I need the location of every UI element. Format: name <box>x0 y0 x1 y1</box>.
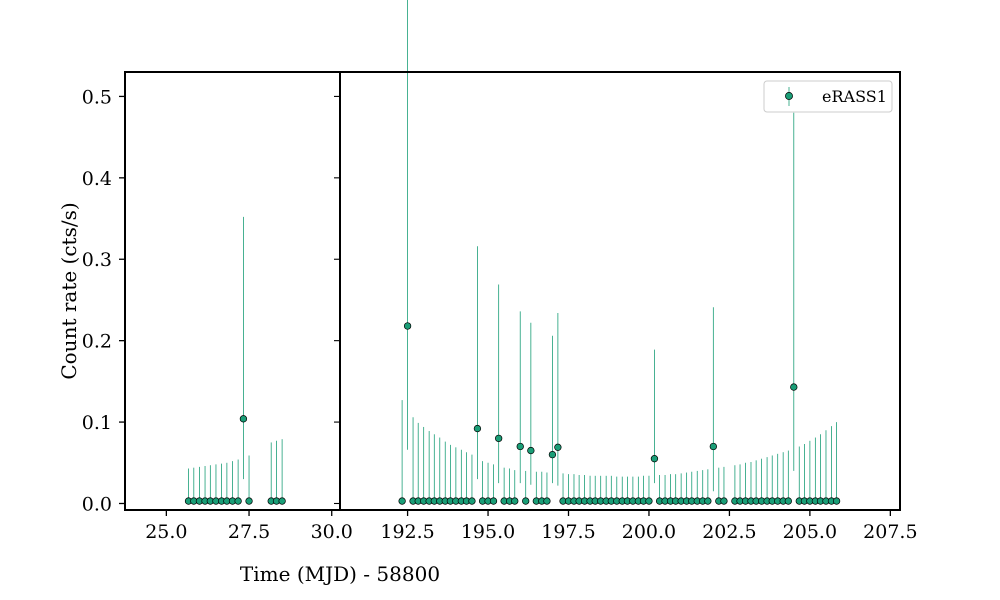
data-point <box>489 497 498 505</box>
y-axis-ticks: 0.0 0.1 0.2 0.3 0.4 0.5 <box>82 86 340 515</box>
right-panel-frame <box>339 71 901 511</box>
x-tick-label: 30.0 <box>311 521 353 543</box>
data-point <box>527 446 535 455</box>
right-panel: 192.5 195.0 197.5 200.0 202.5 205.0 207.5 <box>339 0 918 543</box>
x-tick-label: 200.0 <box>622 521 676 543</box>
legend-label-erass1: eRASS1 <box>822 87 887 106</box>
data-point <box>278 497 286 505</box>
data-point <box>554 443 562 451</box>
data-point <box>650 455 659 463</box>
data-point <box>516 442 524 451</box>
x-tick-label: 202.5 <box>702 521 756 543</box>
x-tick-label: 27.5 <box>228 521 270 543</box>
y-tick-label: 0.5 <box>82 86 112 108</box>
left-panel-frame <box>124 71 341 511</box>
left-panel-x-ticks: 25.0 27.5 30.0 <box>145 510 353 543</box>
data-point <box>543 497 551 505</box>
data-point <box>473 424 482 433</box>
legend: eRASS1 <box>763 80 893 113</box>
legend-frame <box>763 80 893 113</box>
left-panel: 25.0 27.5 30.0 <box>124 71 353 543</box>
data-point <box>720 497 728 505</box>
x-tick-label: 205.0 <box>783 521 837 543</box>
data-point <box>704 497 712 505</box>
data-point <box>239 415 248 423</box>
data-point <box>468 497 476 505</box>
data-point <box>398 497 406 505</box>
right-panel-marks <box>398 0 841 505</box>
x-tick-label: 192.5 <box>380 521 434 543</box>
legend-marker-icon <box>785 92 793 100</box>
right-panel-x-ticks: 192.5 195.0 197.5 200.0 202.5 205.0 207.5 <box>380 510 918 543</box>
y-tick-label: 0.1 <box>82 412 112 434</box>
data-point <box>522 497 530 505</box>
x-tick-label: 195.0 <box>461 521 515 543</box>
data-point <box>245 497 253 505</box>
data-point <box>548 450 557 459</box>
x-tick-label: 207.5 <box>863 521 917 543</box>
data-point <box>645 497 653 505</box>
data-point <box>234 497 242 505</box>
data-point <box>790 383 798 391</box>
data-point <box>403 322 412 330</box>
y-tick-label: 0.3 <box>82 249 112 271</box>
x-axis-label: Time (MJD) - 58800 <box>240 562 440 586</box>
data-point <box>495 434 503 443</box>
data-point <box>832 497 841 505</box>
data-point <box>511 497 519 505</box>
x-tick-label: 197.5 <box>541 521 595 543</box>
left-panel-marks <box>184 216 286 505</box>
y-tick-label: 0.0 <box>82 493 112 515</box>
y-tick-label: 0.4 <box>82 168 112 190</box>
y-tick-label: 0.2 <box>82 331 112 353</box>
data-point <box>709 442 717 451</box>
y-axis-label: Count rate (cts/s) <box>57 202 81 379</box>
x-tick-label: 25.0 <box>145 521 187 543</box>
data-point <box>784 497 792 505</box>
